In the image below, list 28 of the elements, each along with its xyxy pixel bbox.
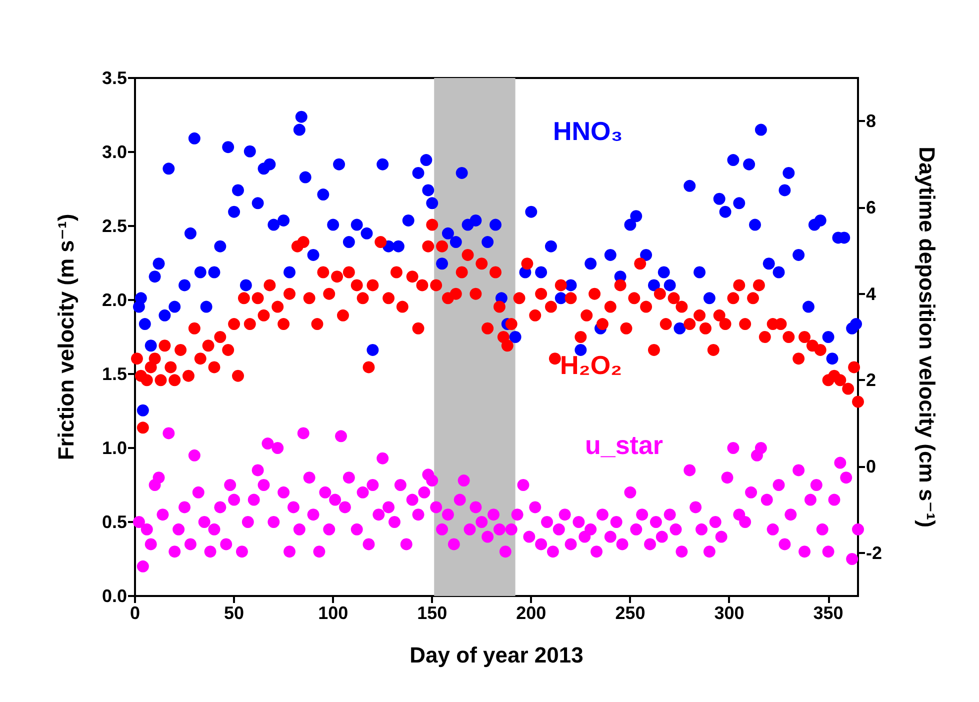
series-label: u_star [585, 430, 664, 460]
x-tick-label: 0 [130, 603, 140, 623]
text: HNO₃ [553, 116, 623, 146]
y-tick-label: 2.5 [102, 216, 127, 236]
y2-axis-title: Daytime deposition velocity (cm s⁻¹) [914, 146, 940, 528]
x-tick-label: 200 [516, 603, 546, 623]
y-tick-label: 3.0 [102, 142, 127, 162]
y-tick-label: 0.0 [102, 586, 127, 606]
y-tick-label: 2.0 [102, 290, 127, 310]
x-tick-label: 250 [615, 603, 646, 623]
y-tick-label: 3.5 [102, 68, 127, 88]
y-tick-label: 1.5 [102, 364, 127, 384]
x-tick-label: 300 [714, 603, 744, 623]
y-tick-label: 1.0 [102, 438, 127, 458]
y2-tick-label: 0 [866, 456, 876, 476]
y2-tick-label: 6 [866, 198, 876, 218]
x-tick-label: 350 [813, 603, 844, 623]
x-tick-label: 50 [224, 603, 244, 623]
y-tick-label: 0.5 [102, 512, 127, 532]
y2-tick-label: 8 [866, 111, 876, 132]
y2-tick-label: 2 [866, 370, 876, 390]
y-axis-title: Friction velocity (m s⁻¹) [54, 214, 78, 460]
x-axis-title: Day of year 2013 [410, 642, 584, 668]
y2-tick-label: -2 [866, 542, 882, 563]
y2-tick-label: 4 [866, 284, 876, 304]
x-tick-label: 150 [417, 603, 448, 623]
x-tick-label: 100 [318, 603, 348, 623]
series-label: H₂O₂ [560, 350, 622, 380]
